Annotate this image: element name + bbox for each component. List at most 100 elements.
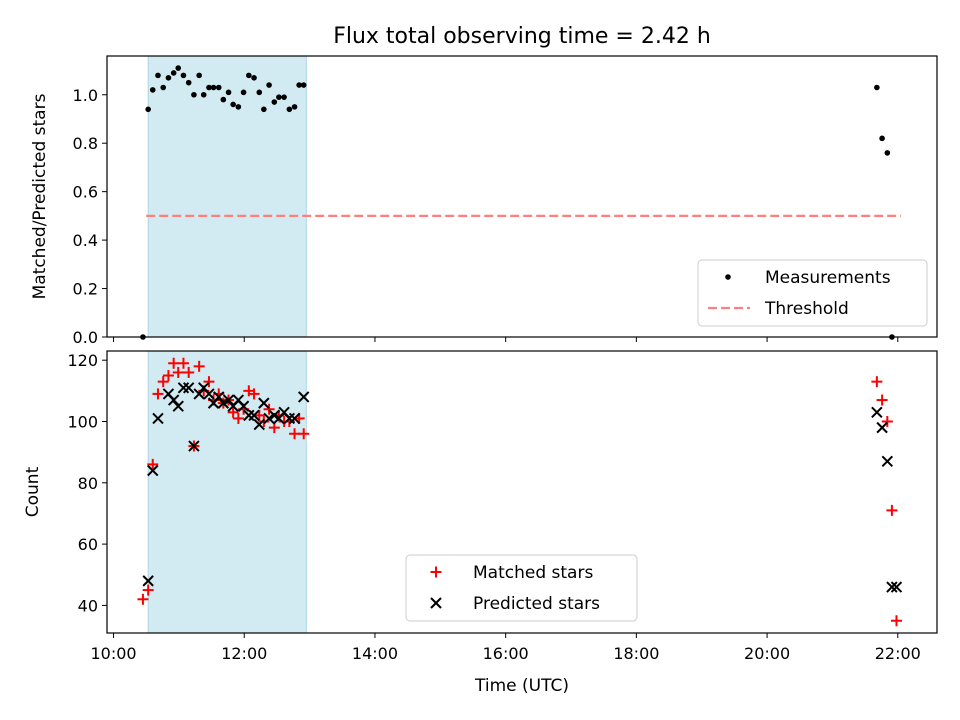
y-axis-label: Matched/Predicted stars xyxy=(30,93,50,299)
x-tick-label: 20:00 xyxy=(744,644,790,663)
x-marker-b xyxy=(278,406,290,419)
x-marker-b xyxy=(152,412,164,425)
y-tick-label: 0.4 xyxy=(73,231,98,250)
matched-star-point xyxy=(298,428,310,440)
matched-star-point xyxy=(268,422,280,434)
legend: Measurements Threshold xyxy=(697,259,928,327)
measurement-point xyxy=(175,65,182,71)
legend-box xyxy=(697,259,928,327)
x-tick-label: 16:00 xyxy=(483,644,529,663)
predicted-star-point xyxy=(203,388,215,400)
matched-star-point xyxy=(162,370,174,382)
predicted-star-point xyxy=(177,382,190,394)
measurement-point xyxy=(296,82,302,88)
measurement-point xyxy=(220,96,227,103)
predicted-star-point xyxy=(886,581,898,593)
measurement-point xyxy=(271,99,278,105)
matched-star-point xyxy=(168,357,180,369)
predicted-star-point xyxy=(172,400,184,412)
matched-star-point xyxy=(253,409,265,421)
measurement-point xyxy=(879,135,885,142)
predicted-star-point xyxy=(217,397,230,409)
matched-star-point xyxy=(876,394,888,406)
x-marker-b xyxy=(193,388,205,400)
matched-star-point xyxy=(232,412,244,424)
legend: Matched stars Predicted stars xyxy=(405,554,638,622)
predicted-star-point xyxy=(871,406,883,419)
matched-star-point xyxy=(152,388,164,400)
x-tick-label: 10:00 xyxy=(90,644,136,663)
legend-marker-predicted-b xyxy=(430,597,442,609)
measurement-point xyxy=(155,72,161,79)
x-marker-b xyxy=(167,394,180,406)
matched-star-point xyxy=(177,357,189,369)
x-marker-b xyxy=(198,382,210,394)
matched-star-point xyxy=(227,406,239,418)
x-marker-b xyxy=(881,455,894,468)
x-marker-b xyxy=(177,382,190,394)
measurement-point xyxy=(160,84,167,91)
x-marker-b xyxy=(243,409,255,422)
legend-label: Matched stars xyxy=(473,563,593,583)
measurement-point xyxy=(170,70,177,76)
legend-box xyxy=(405,554,638,622)
y-tick-label: 80 xyxy=(78,474,98,493)
y-tick-label: 1.0 xyxy=(73,86,98,105)
measurement-point xyxy=(235,104,242,110)
predicted-star-point xyxy=(288,412,301,425)
legend-label: Predicted stars xyxy=(473,594,600,614)
x-marker-b xyxy=(283,412,296,425)
y-tick-label: 120 xyxy=(67,351,98,370)
x-marker-b xyxy=(232,394,245,406)
predicted-star-point xyxy=(258,397,270,409)
x-tick-label: 14:00 xyxy=(352,644,398,663)
x-marker-b xyxy=(871,406,883,419)
measurement-point xyxy=(300,82,307,88)
measurement-point xyxy=(206,84,212,91)
x-marker-b xyxy=(237,400,250,412)
predicted-star-point xyxy=(167,394,180,406)
x-marker-b xyxy=(142,575,154,587)
measurement-point xyxy=(230,101,236,108)
top-panel: 0.0 0.2 0.4 0.6 0.8 1.0 Matched/Predicted star… xyxy=(30,55,938,347)
x-marker-b xyxy=(253,418,265,431)
legend-marker-measurements xyxy=(725,274,731,280)
predicted-star-point xyxy=(147,464,159,477)
predicted-star-point xyxy=(876,421,888,434)
predicted-star-point xyxy=(243,409,255,422)
predicted-star-point xyxy=(152,412,164,425)
y-tick-label: 40 xyxy=(78,596,98,615)
measurement-point xyxy=(281,94,287,100)
x-marker-b xyxy=(188,440,200,452)
matched-star-point xyxy=(871,376,883,388)
predicted-star-point xyxy=(142,575,154,587)
matched-star-point xyxy=(881,416,893,427)
x-marker-b xyxy=(147,464,159,477)
legend-label: Threshold xyxy=(764,299,849,319)
y-tick-label: 0.0 xyxy=(73,328,98,347)
measurement-point xyxy=(256,89,263,96)
matched-star-point xyxy=(183,366,195,378)
predicted-star-point xyxy=(193,388,205,400)
measurement-point xyxy=(149,87,156,93)
measurement-point xyxy=(196,72,202,79)
measurement-point xyxy=(266,82,272,88)
matched-star-point xyxy=(203,376,215,388)
y-tick-label: 0.8 xyxy=(73,134,98,153)
y-tick-label: 60 xyxy=(78,535,98,554)
matched-star-point xyxy=(248,388,260,400)
y-tick-label: 0.6 xyxy=(73,183,98,202)
bottom-panel: 40 60 80 100 120 10:00 12:00 14:00 16:00 18:00 20:… xyxy=(23,350,938,696)
x-marker-b xyxy=(263,412,275,425)
matched-star-point xyxy=(137,593,149,605)
x-marker-b xyxy=(268,409,281,422)
measurement-point xyxy=(240,89,247,96)
measurement-point xyxy=(200,91,207,98)
measurement-point xyxy=(180,72,187,79)
observing-band xyxy=(147,350,307,634)
matched-star-point xyxy=(172,366,184,378)
x-marker-b xyxy=(288,412,301,425)
predicted-star-point xyxy=(237,400,250,412)
y-axis-label: Count xyxy=(23,466,43,517)
